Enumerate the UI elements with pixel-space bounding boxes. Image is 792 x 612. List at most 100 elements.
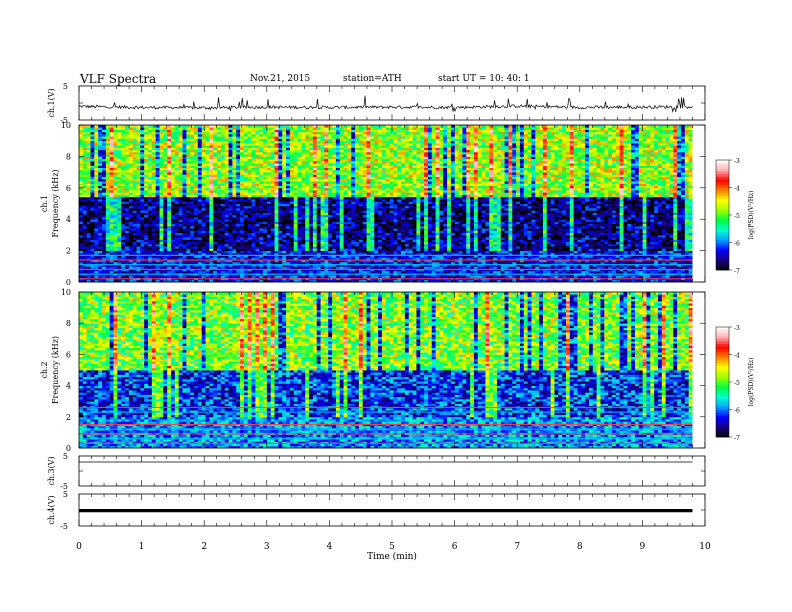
ch1-pixel bbox=[305, 261, 310, 265]
ch1-pixel bbox=[554, 228, 559, 231]
ch1-pixel bbox=[128, 266, 134, 269]
ch1-pixel bbox=[105, 275, 111, 278]
ch1-pixel bbox=[301, 239, 306, 243]
ch1-pixel bbox=[125, 264, 130, 267]
ch1-pixel bbox=[447, 259, 452, 263]
ch1-pixel bbox=[443, 279, 448, 283]
ch1-pixel bbox=[424, 266, 429, 269]
ch1-pixel bbox=[347, 239, 352, 243]
ch1-pixel bbox=[600, 259, 605, 263]
ch1-pixel bbox=[305, 264, 310, 267]
ch1-pixel bbox=[274, 261, 279, 265]
ch1-pixel bbox=[642, 275, 647, 278]
ch1-pixel bbox=[205, 270, 210, 274]
ch1-pixel bbox=[439, 237, 444, 240]
ch1-pixel bbox=[217, 270, 222, 274]
ch1-pixel bbox=[362, 264, 367, 267]
ch1-pixel bbox=[535, 216, 540, 220]
ch1-pixel bbox=[596, 264, 601, 267]
ch1-pixel bbox=[201, 223, 206, 227]
ch1-pixel bbox=[615, 252, 621, 256]
ch1-pixel bbox=[424, 270, 429, 274]
ch1-pixel bbox=[167, 216, 172, 220]
ch1-pixel bbox=[504, 252, 509, 256]
ch1-pixel bbox=[358, 257, 364, 260]
ch1-pixel bbox=[232, 243, 237, 247]
ch1-pixel bbox=[427, 228, 433, 231]
ch1-pixel bbox=[247, 259, 252, 263]
ch1-pixel bbox=[508, 234, 513, 238]
ch1-pixel bbox=[512, 261, 517, 265]
ch1-pixel bbox=[608, 250, 613, 254]
ch1-pixel bbox=[412, 252, 417, 256]
ch1-pixel bbox=[266, 241, 272, 245]
ch1-pixel bbox=[661, 255, 667, 258]
ch1-pixel bbox=[470, 257, 475, 260]
ch1-pixel bbox=[496, 261, 502, 265]
ch1-pixel bbox=[339, 223, 344, 227]
ch1-pixel bbox=[638, 216, 644, 220]
ch1-pixel bbox=[512, 266, 517, 269]
ch1-pixel bbox=[435, 259, 440, 263]
ch1-pixel bbox=[121, 243, 126, 247]
ch1-voltage-trace bbox=[78, 95, 693, 113]
ch1-pixel bbox=[381, 243, 387, 247]
ch1-pixel bbox=[588, 252, 594, 256]
ch1-pixel bbox=[466, 248, 471, 251]
ch1-pixel bbox=[282, 239, 287, 243]
ch1-pixel bbox=[623, 259, 628, 263]
ch1-pixel bbox=[424, 216, 429, 220]
ch1-pixel bbox=[90, 241, 95, 245]
ch1-pixel bbox=[615, 230, 621, 234]
ch1-pixel bbox=[493, 246, 498, 249]
ch1-pixel bbox=[562, 261, 567, 265]
ch1-pixel bbox=[374, 264, 379, 267]
ch1-pixel bbox=[121, 279, 126, 283]
ch1-pixel bbox=[98, 275, 103, 278]
ch1-pixel bbox=[167, 232, 172, 236]
ch1-pixel bbox=[519, 246, 525, 249]
ch1-pixel bbox=[217, 223, 222, 227]
ch1-pixel bbox=[470, 243, 475, 247]
ch1-pixel bbox=[435, 246, 440, 249]
ch1-pixel bbox=[113, 230, 118, 234]
ch1-pixel bbox=[519, 248, 525, 251]
ch1-pixel bbox=[408, 248, 413, 251]
ch1-pixel bbox=[588, 266, 594, 269]
ch1-pixel bbox=[205, 255, 210, 258]
ch1-pixel bbox=[627, 261, 632, 265]
ch1-pixel bbox=[270, 216, 275, 220]
ch1-pixel bbox=[381, 252, 387, 256]
ch1-pixel bbox=[504, 232, 509, 236]
ch1-pixel bbox=[680, 223, 686, 227]
ch1-pixel bbox=[485, 243, 490, 247]
ch1-pixel bbox=[623, 243, 628, 247]
ch1-pixel bbox=[178, 266, 183, 269]
ch1-pixel bbox=[362, 255, 367, 258]
ch1-pixel bbox=[113, 225, 118, 229]
ch1-pixel bbox=[335, 228, 341, 231]
ch1-pixel bbox=[102, 257, 107, 260]
ch1-pixel bbox=[366, 264, 371, 267]
ch1-pixel bbox=[159, 237, 164, 240]
ch1-pixel bbox=[105, 259, 111, 263]
ch1-pixel bbox=[619, 248, 624, 251]
ch1-pixel bbox=[443, 237, 448, 240]
ch1-pixel bbox=[677, 246, 682, 249]
ch1-pixel bbox=[424, 241, 429, 245]
ch1-pixel bbox=[516, 250, 521, 254]
ch1-pixel bbox=[527, 228, 532, 231]
ch1-pixel bbox=[397, 261, 402, 265]
ch1-pixel bbox=[588, 279, 594, 283]
ch1-pixel bbox=[596, 237, 601, 240]
ch1-pixel bbox=[638, 234, 644, 238]
ch1-pixel bbox=[274, 228, 279, 231]
ch1-pixel bbox=[316, 257, 321, 260]
ch1-pixel bbox=[466, 264, 471, 267]
ch1-pixel bbox=[105, 237, 111, 240]
ch1-pixel bbox=[634, 248, 640, 251]
ch1-pixel bbox=[305, 223, 310, 227]
ch1-pixel bbox=[500, 252, 505, 256]
ch1-pixel bbox=[332, 266, 337, 269]
ch1-pixel bbox=[102, 266, 107, 269]
